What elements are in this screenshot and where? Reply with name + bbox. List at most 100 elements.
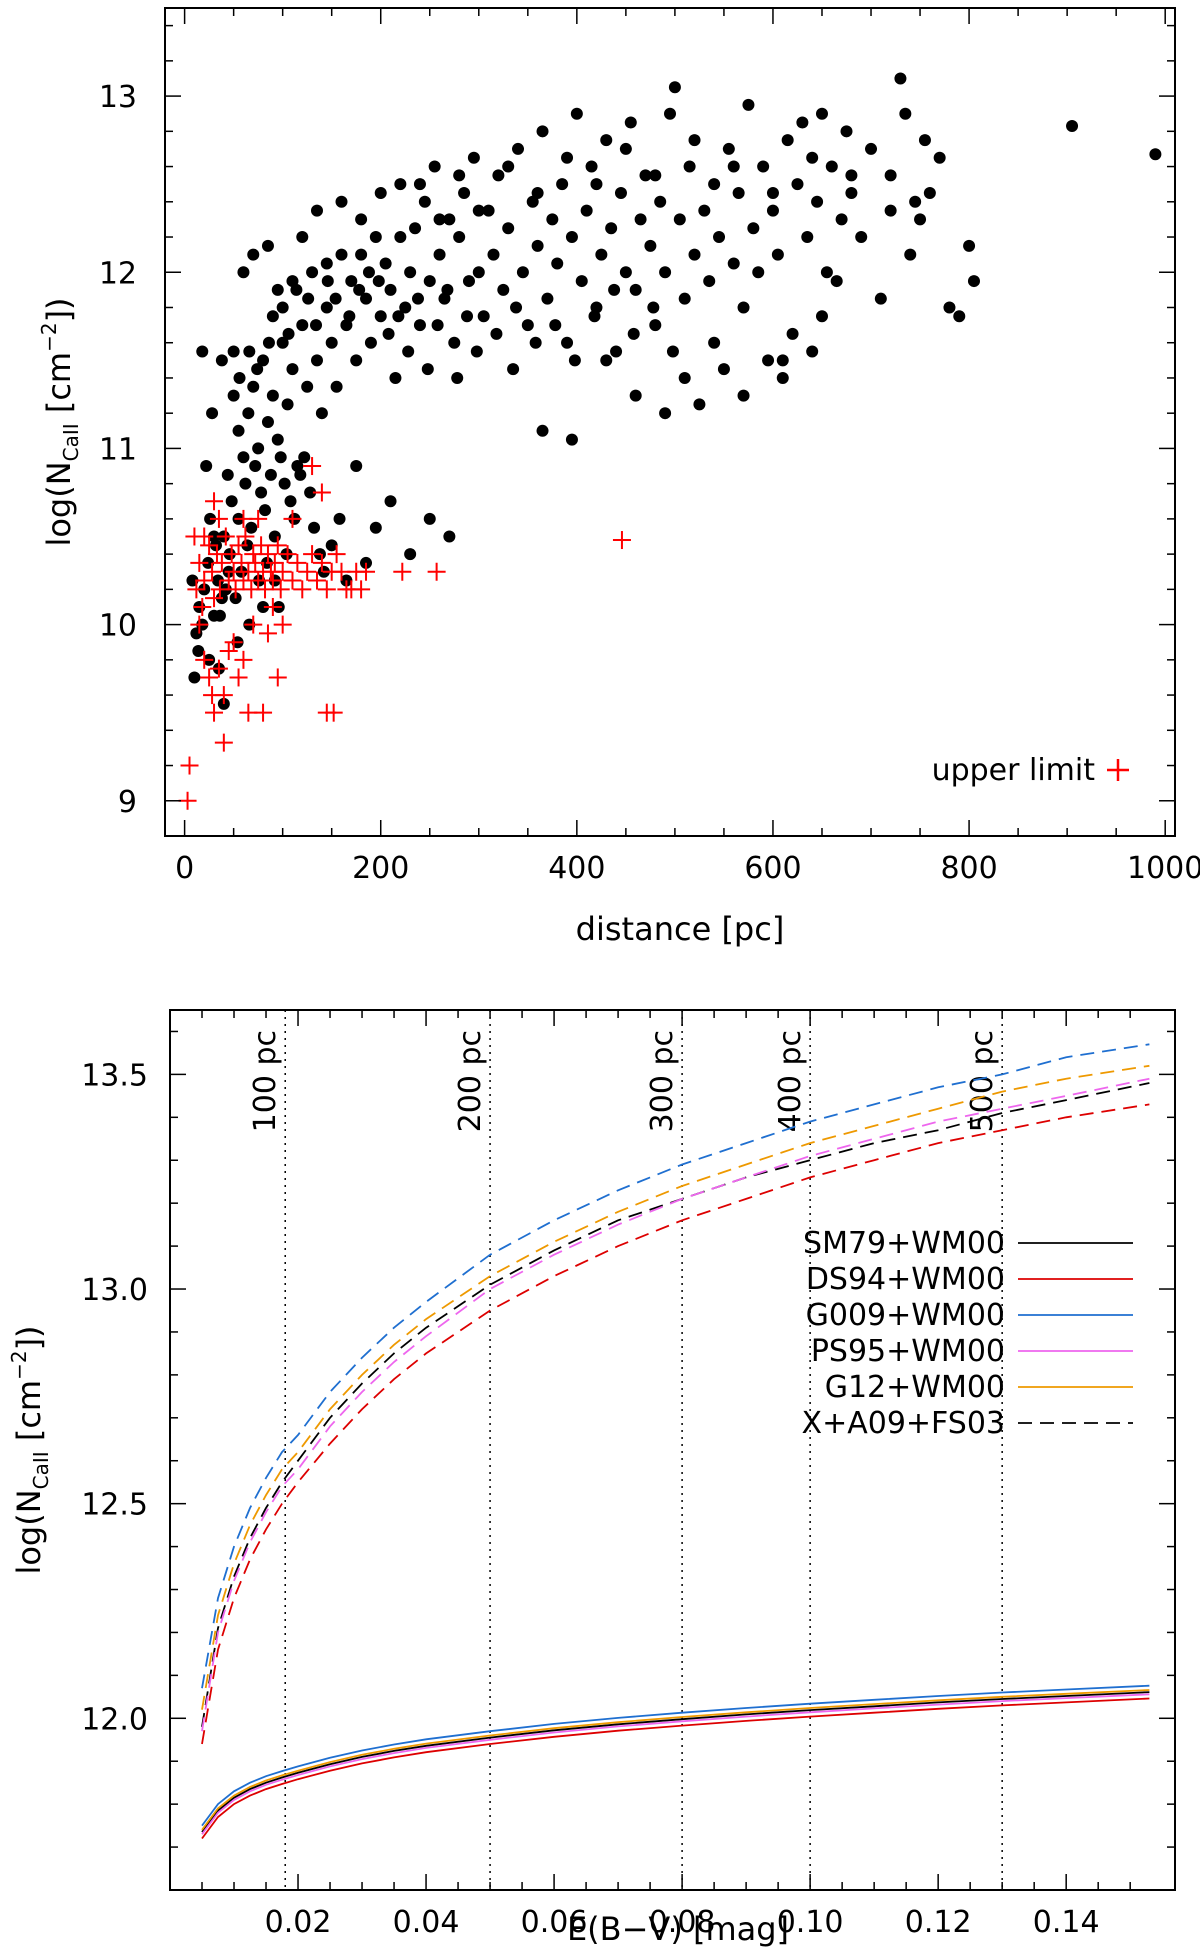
detection-point [418, 195, 431, 208]
detection-point [355, 248, 368, 261]
upper-limit-point [212, 553, 231, 572]
upper-limit-point [312, 553, 331, 572]
detection-point [394, 231, 407, 244]
line-x-axis-label: E(B−V) [mag] [567, 1910, 789, 1948]
detection-point [271, 433, 284, 446]
detection-point [355, 213, 368, 226]
detection-point [310, 204, 323, 217]
legend-entry: G009+WM00 [806, 1298, 1133, 1333]
detection-point [490, 327, 503, 340]
detection-point [904, 248, 917, 261]
detection-point [737, 301, 750, 314]
detection-point [200, 460, 213, 473]
detection-point [619, 142, 632, 155]
upper-limit-point [303, 545, 322, 564]
detection-point [374, 186, 387, 199]
dashed-model-curve [201, 1064, 1150, 1710]
detection-point [737, 389, 750, 402]
detection-point [561, 151, 574, 164]
upper-limit-point [288, 553, 307, 572]
dashed-model-curve [201, 1077, 1150, 1732]
detection-point [531, 239, 544, 252]
detection-point [379, 257, 392, 270]
detection-point [963, 239, 976, 252]
legend-entry-label: G009+WM00 [806, 1298, 1005, 1333]
detection-point [266, 310, 279, 323]
detection-point [874, 292, 887, 305]
upper-limit-point [263, 597, 282, 616]
upper-limit-point [265, 553, 284, 572]
detection-point [257, 354, 270, 367]
detection-point [806, 345, 819, 358]
detection-point [433, 248, 446, 261]
detection-point [776, 354, 789, 367]
detection-point [211, 574, 224, 587]
distance-marker: 500 pc [965, 1010, 1003, 1890]
detection-point [815, 310, 828, 323]
detection-point [673, 213, 686, 226]
detection-point [315, 407, 328, 420]
detection-point [659, 407, 672, 420]
detection-point [472, 204, 485, 217]
detection-point [458, 186, 471, 199]
detection-point [247, 248, 260, 261]
detection-point [549, 319, 562, 332]
detection-point [237, 266, 250, 279]
legend-entry-label: PS95+WM00 [811, 1334, 1005, 1369]
detection-point [325, 539, 338, 552]
upper-limit-point [293, 580, 312, 599]
detection-point [245, 521, 258, 534]
detection-point [835, 213, 848, 226]
detection-point [448, 336, 461, 349]
detection-point [507, 363, 520, 376]
detection-point [752, 266, 765, 279]
detection-point [840, 125, 853, 138]
upper-limit-point [214, 733, 233, 752]
detection-point [330, 380, 343, 393]
upper-limit-point [268, 668, 287, 687]
ebv-line-panel: 100 pc 200 pc 300 pc 400 pc 500 pc 0.02 0.04 0… [7, 1009, 1176, 1948]
upper-limit-point [234, 650, 253, 669]
detection-point [644, 239, 657, 252]
legend-entry: X+A09+FS03 [802, 1406, 1133, 1441]
detection-point [521, 319, 534, 332]
detection-point [310, 354, 323, 367]
detection-point [384, 495, 397, 508]
detection-point [600, 354, 613, 367]
detection-point [639, 169, 652, 182]
detection-point [208, 609, 221, 622]
detection-point [325, 336, 338, 349]
detection-point [404, 548, 417, 561]
detection-point [708, 336, 721, 349]
detection-point [722, 142, 735, 155]
dashed-model-curve [201, 1082, 1150, 1728]
detection-point [742, 98, 755, 111]
detection-point [257, 600, 270, 613]
detection-point [259, 504, 272, 517]
detection-point [477, 310, 490, 323]
detection-point [255, 486, 268, 499]
detection-point [411, 292, 424, 305]
legend-entry-label: SM79+WM00 [803, 1226, 1005, 1261]
scatter-y-tick-label: 10 [99, 609, 137, 644]
detection-point [409, 222, 422, 235]
detection-point [717, 363, 730, 376]
distance-marker-label: 400 pc [773, 1030, 808, 1132]
upper-limit-point [246, 553, 265, 572]
upper-limit-point [263, 571, 282, 590]
upper-limit-point [200, 668, 219, 687]
detection-point [806, 151, 819, 164]
upper-limit-point [273, 562, 292, 581]
detection-point [467, 151, 480, 164]
detection-point [786, 327, 799, 340]
detection-point [909, 195, 922, 208]
upper-limit-point [219, 642, 238, 661]
detection-point [221, 468, 234, 481]
detection-point [308, 521, 321, 534]
upper-limit-point [249, 509, 268, 528]
detection-point [801, 231, 814, 244]
detection-point [243, 345, 256, 358]
detection-point [1066, 120, 1079, 133]
line-axes: 0.02 0.04 0.06 0.08 0.10 0.12 0.14 12.0 12.5 13.0… [81, 1010, 1175, 1940]
upper-limit-point [273, 615, 292, 634]
